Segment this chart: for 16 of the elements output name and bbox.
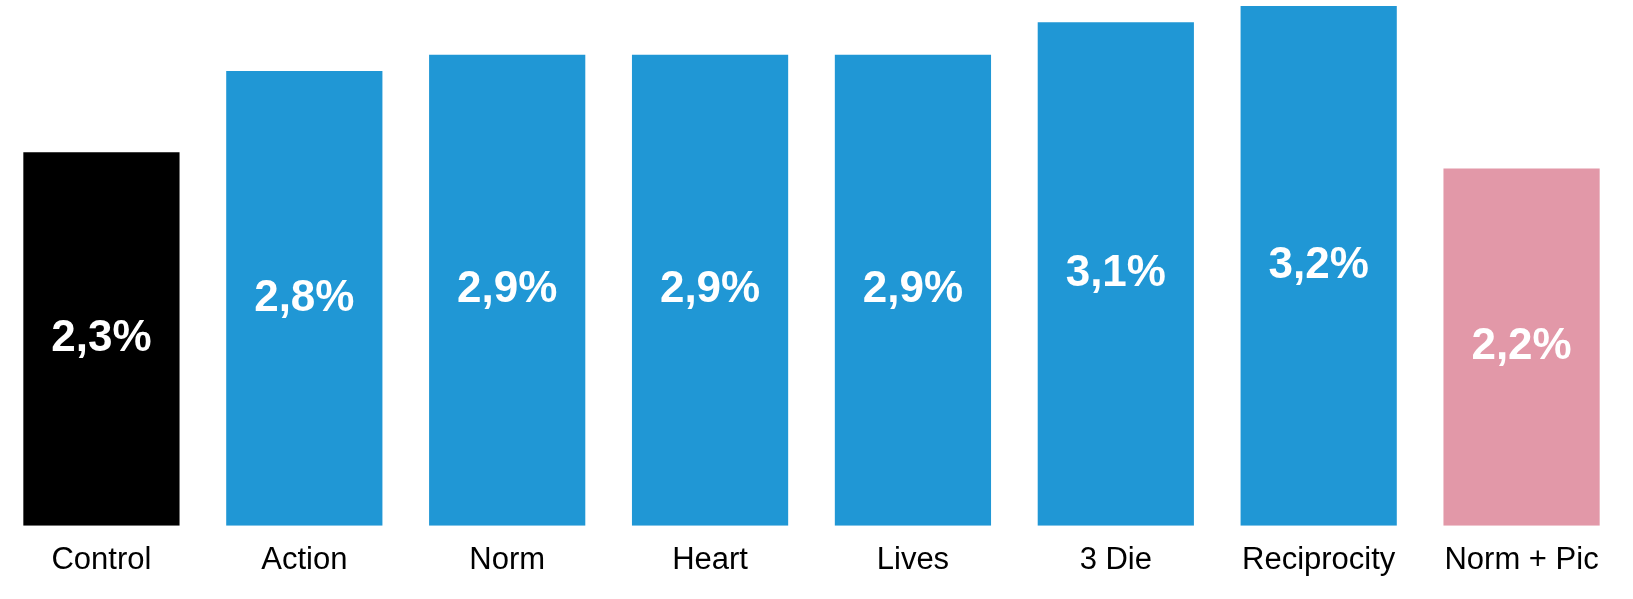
x-tick-label: Action: [261, 540, 348, 576]
x-tick-label: 3 Die: [1079, 540, 1152, 576]
x-tick-label: Control: [51, 540, 152, 576]
x-tick-label: Reciprocity: [1242, 540, 1396, 576]
data-label: 3,2%: [1268, 238, 1369, 288]
x-tick-label: Lives: [876, 540, 950, 576]
data-label: 3,1%: [1065, 246, 1166, 296]
x-tick-label: Norm: [469, 540, 546, 576]
data-label: 2,8%: [254, 270, 355, 320]
data-label: 2,9%: [659, 262, 761, 312]
x-tick-label: Heart: [672, 540, 749, 576]
data-label: 2,3%: [51, 311, 152, 361]
x-tick-label: Norm + Pic: [1444, 540, 1599, 576]
data-label: 2,2%: [1471, 319, 1572, 369]
data-label: 2,9%: [457, 262, 558, 312]
data-label: 2,9%: [862, 262, 964, 312]
